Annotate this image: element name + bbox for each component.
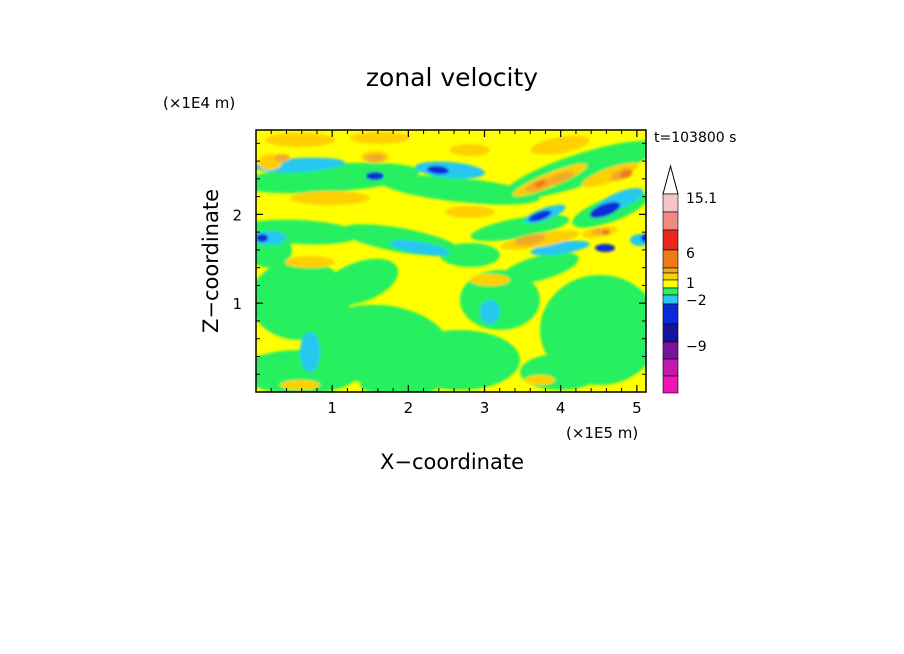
contour-region bbox=[300, 332, 320, 372]
contour-region bbox=[274, 154, 290, 162]
contour-region bbox=[470, 214, 570, 242]
contour-region bbox=[400, 330, 520, 390]
chart-title: zonal velocity bbox=[366, 63, 538, 92]
colorbar-swatch bbox=[662, 294, 679, 305]
contour-region bbox=[380, 175, 540, 205]
contour-region bbox=[285, 256, 335, 268]
contour-region bbox=[366, 172, 384, 180]
colorbar-arrow bbox=[662, 164, 679, 195]
colorbar-swatch bbox=[662, 303, 679, 325]
contour-region bbox=[620, 169, 632, 179]
plot-frame bbox=[255, 129, 647, 393]
contour-region bbox=[365, 154, 385, 162]
contour-region bbox=[595, 244, 615, 252]
colorbar: 15.1 6 1−2 −9 bbox=[662, 164, 717, 394]
colorbar-swatch bbox=[662, 287, 679, 296]
colorbar-swatch bbox=[662, 279, 679, 289]
x-tick-label: 2 bbox=[404, 399, 414, 417]
y-tick-label: 2 bbox=[232, 206, 242, 224]
colorbar-swatch bbox=[662, 341, 679, 360]
contour-region bbox=[360, 375, 440, 392]
contour-region bbox=[290, 191, 370, 205]
contour-region bbox=[427, 165, 449, 175]
contour-region bbox=[415, 161, 485, 179]
contour-region bbox=[528, 210, 552, 222]
colorbar-swatch bbox=[662, 272, 679, 281]
contour-region bbox=[480, 300, 500, 324]
x-tick-label: 3 bbox=[480, 399, 490, 417]
contour-region bbox=[280, 380, 320, 390]
contour-region bbox=[534, 180, 546, 188]
contour-region bbox=[602, 229, 610, 235]
contour-region bbox=[641, 234, 646, 242]
colorbar-label: −2 bbox=[686, 293, 707, 309]
colorbar-swatch bbox=[662, 358, 679, 377]
contour-region bbox=[525, 375, 555, 385]
contour-region bbox=[589, 202, 621, 218]
x-tick-label: 4 bbox=[556, 399, 566, 417]
colorbar-swatch bbox=[662, 323, 679, 343]
colorbar-label: −9 bbox=[686, 339, 707, 355]
time-label: t=103800 s bbox=[654, 130, 736, 146]
contour-region bbox=[390, 240, 450, 256]
contour-region bbox=[265, 133, 335, 147]
x-tick-label: 1 bbox=[327, 399, 337, 417]
colorbar-swatch bbox=[662, 211, 679, 231]
contour-field bbox=[256, 130, 646, 392]
x-axis-unit: (×1E5 m) bbox=[566, 424, 638, 442]
contour-region bbox=[470, 274, 510, 286]
contour-region bbox=[530, 240, 590, 256]
colorbar-label: 6 bbox=[686, 246, 695, 262]
contour-region bbox=[501, 252, 579, 284]
contour-region bbox=[514, 234, 546, 246]
y-axis-label: Z−coordinate bbox=[199, 189, 223, 333]
contour-region bbox=[630, 234, 646, 246]
x-axis-ticks: 1 2 3 4 5 bbox=[270, 130, 642, 417]
contour-region bbox=[440, 243, 500, 267]
x-axis-label: X−coordinate bbox=[380, 450, 524, 474]
y-axis-ticks: 12 bbox=[232, 142, 646, 375]
contour-region bbox=[350, 132, 410, 144]
contour-region bbox=[520, 354, 600, 390]
y-axis-unit: (×1E4 m) bbox=[163, 94, 235, 112]
colorbar-swatch bbox=[662, 229, 679, 251]
colorbar-swatch bbox=[662, 249, 679, 269]
contour-region bbox=[321, 258, 399, 306]
colorbar-swatch bbox=[662, 375, 679, 394]
contour-region bbox=[450, 144, 490, 156]
x-tick-label: 5 bbox=[632, 399, 642, 417]
colorbar-swatch bbox=[662, 267, 679, 274]
colorbar-swatch bbox=[662, 193, 679, 213]
contour-region bbox=[256, 234, 268, 242]
contour-region bbox=[530, 135, 590, 155]
contour-region bbox=[445, 206, 495, 218]
y-tick-label: 1 bbox=[232, 295, 242, 313]
colorbar-label: 1 bbox=[686, 276, 695, 292]
colorbar-label: 15.1 bbox=[686, 191, 717, 207]
